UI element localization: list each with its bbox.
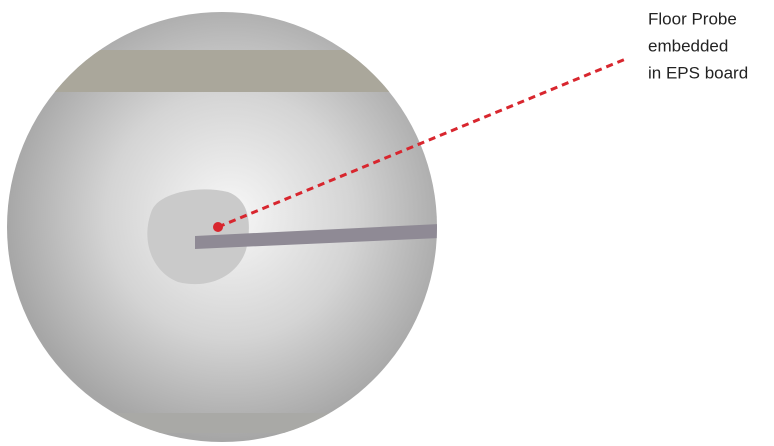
probe-cable: [195, 224, 437, 249]
bottom-band: [7, 413, 437, 433]
probe-tip: [213, 222, 223, 232]
callout-text: in EPS board: [648, 63, 748, 82]
callout-text: embedded: [648, 36, 728, 55]
callout-text: Floor Probe: [648, 9, 737, 28]
top-band: [7, 50, 437, 92]
callout-line: [217, 56, 629, 229]
